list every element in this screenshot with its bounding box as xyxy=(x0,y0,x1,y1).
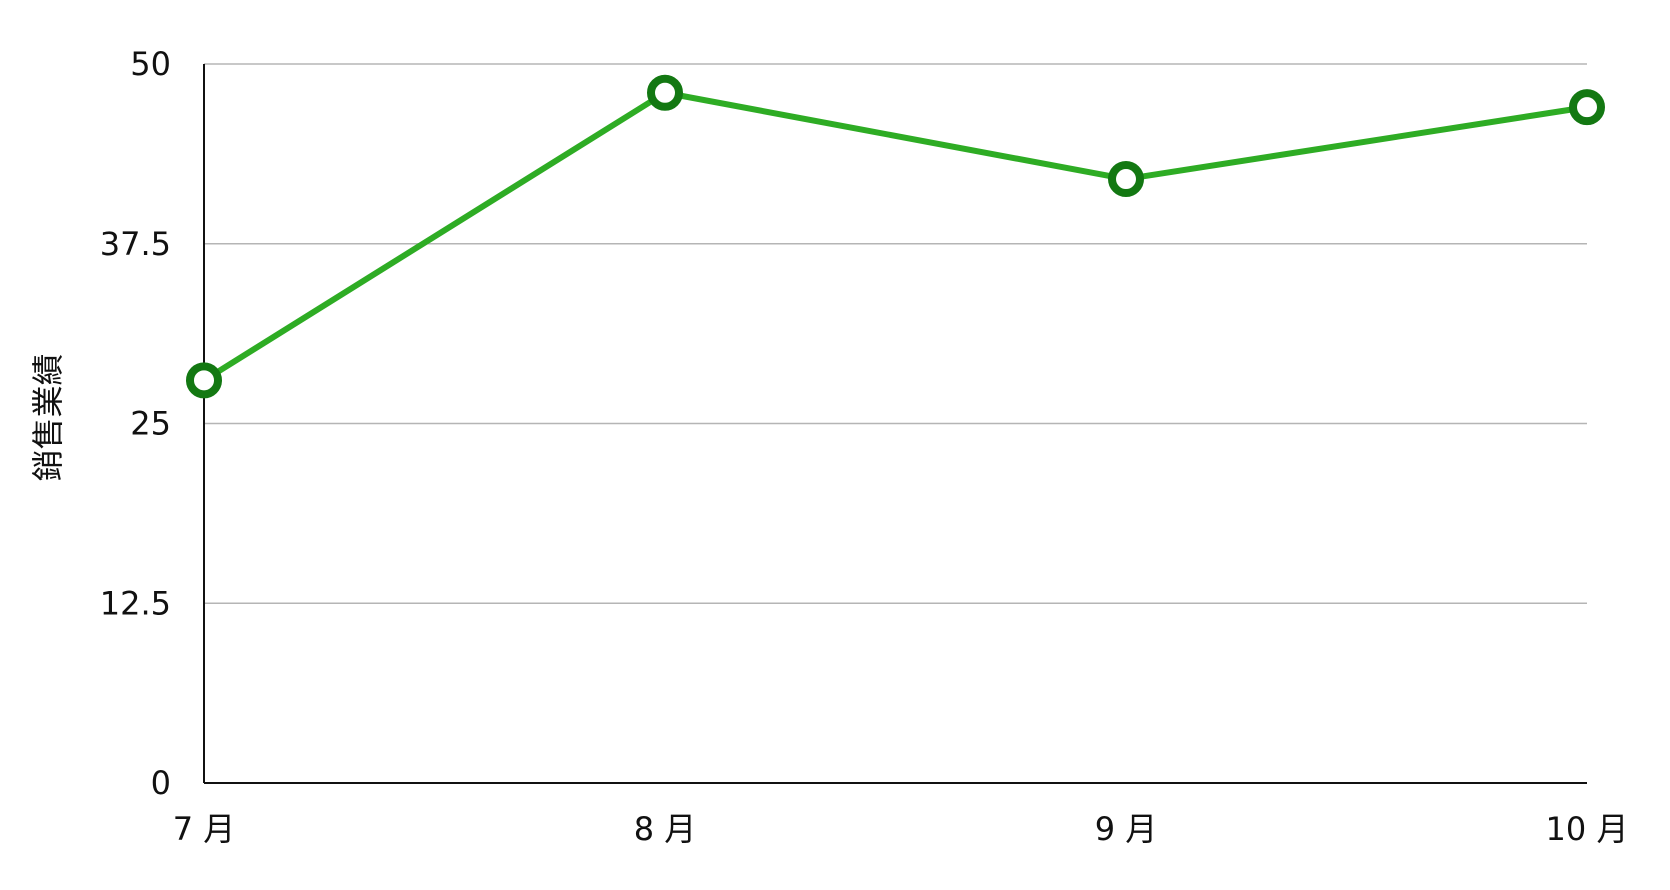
y-axis-title: 銷售業績 xyxy=(29,353,67,481)
axes xyxy=(203,64,1587,784)
x-tick-label: 8 月 xyxy=(634,810,697,848)
data-point xyxy=(647,74,683,111)
gridlines xyxy=(204,63,1587,604)
y-tick-label: 37.5 xyxy=(100,225,171,263)
x-tick-label: 10 月 xyxy=(1546,810,1629,848)
y-tick-labels: 0 12.5 25 37.5 50 xyxy=(100,45,171,802)
x-tick-labels: 7 月 8 月 9 月 10 月 xyxy=(173,810,1629,848)
y-tick-label: 12.5 xyxy=(100,584,171,622)
y-tick-label: 50 xyxy=(130,45,171,83)
series-line xyxy=(201,89,1590,384)
x-tick-label: 7 月 xyxy=(173,810,236,848)
x-tick-label: 9 月 xyxy=(1095,810,1158,848)
series xyxy=(186,74,1605,399)
data-point xyxy=(186,362,222,399)
y-tick-label: 25 xyxy=(130,405,171,443)
data-point xyxy=(1108,161,1144,198)
y-tick-label: 0 xyxy=(151,764,171,802)
data-point xyxy=(1569,89,1605,126)
